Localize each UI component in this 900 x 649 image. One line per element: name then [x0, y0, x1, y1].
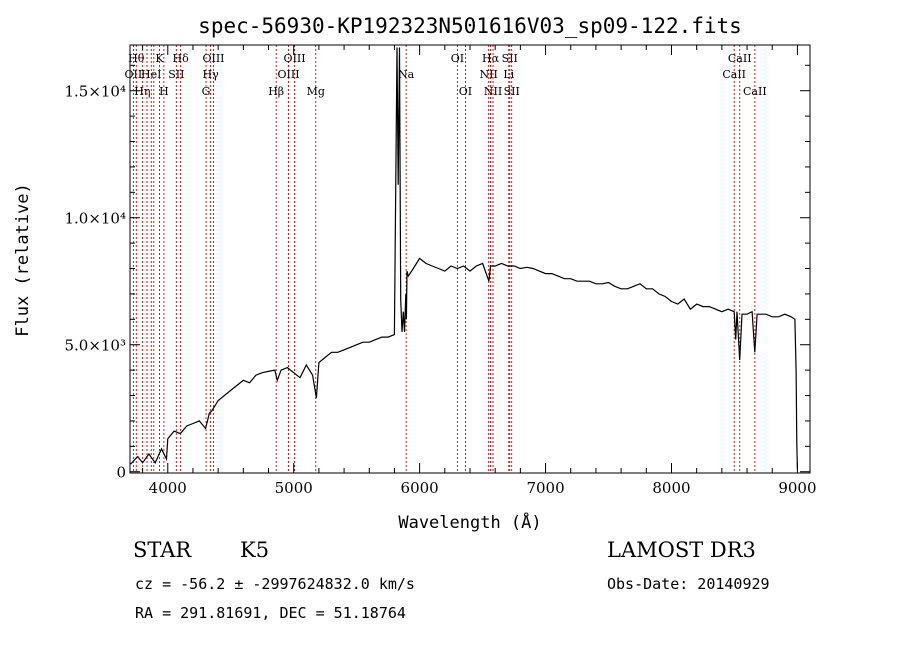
- y-axis-label: Flux (relative): [13, 183, 33, 337]
- line-marker-label-24: SII: [502, 52, 518, 65]
- x-axis-label: Wavelength (Å): [398, 511, 541, 533]
- x-tick-label-3: 7000: [526, 479, 564, 497]
- line-marker-label-21: Hα: [482, 52, 500, 65]
- object-class: STAR: [133, 538, 192, 562]
- line-marker-label-20: NII: [479, 68, 497, 81]
- line-markers: OII Hθ Hη HeI K H SII Hδ G Hγ OIII Hβ OIII OIII Mg Na OI…: [125, 45, 767, 473]
- x-tick-label-2: 6000: [401, 479, 439, 497]
- line-marker-label-10: G: [202, 85, 211, 98]
- line-marker-label-8: SII: [168, 68, 184, 81]
- line-marker-label-14: OIII: [278, 68, 300, 81]
- y-tick-label-2: 1.0×10⁴: [64, 210, 126, 228]
- survey-name: LAMOST DR3: [607, 538, 756, 562]
- line-marker-label-6: K: [155, 52, 164, 65]
- line-marker-label-13: Hβ: [268, 85, 284, 98]
- x-tick-label-5: 9000: [778, 479, 816, 497]
- line-marker-label-17: Na: [398, 68, 415, 81]
- line-marker-label-26: CaII: [722, 68, 746, 81]
- plot-frame: [129, 44, 811, 474]
- line-marker-label-4: HeI: [141, 68, 161, 81]
- line-marker-label-2: Hη: [134, 85, 150, 98]
- axis-ticks: 4000 5000 6000 7000 8000 9000 0 5.0×10³ 1.0×10⁴ 1…: [64, 45, 817, 497]
- line-marker-label-9: Hδ: [173, 52, 190, 65]
- coordinates: RA = 291.81691, DEC = 51.18764: [135, 604, 406, 622]
- redshift-cz: cz = -56.2 ± -2997624832.0 km/s: [135, 575, 415, 593]
- chart-title: spec-56930-KP192323N501616V03_sp09-122.f…: [198, 14, 742, 38]
- line-marker-label-12: OIII: [202, 52, 224, 65]
- line-marker-label-27: CaII: [728, 52, 752, 65]
- spectrum-series-line: [130, 47, 798, 470]
- x-tick-label-1: 5000: [275, 479, 313, 497]
- line-marker-label-23: Li: [503, 68, 514, 81]
- x-tick-label-0: 4000: [149, 479, 187, 497]
- y-tick-label-0: 0: [116, 464, 126, 482]
- y-tick-label-3: 1.5×10⁴: [64, 83, 126, 101]
- line-marker-label-19: OI: [459, 85, 472, 98]
- line-marker-label-18: OI: [451, 52, 464, 65]
- line-marker-label-22: NII: [484, 85, 502, 98]
- line-marker-label-11: Hγ: [203, 68, 220, 81]
- line-marker-label-7: H: [159, 85, 169, 98]
- line-marker-label-15: OIII: [284, 52, 306, 65]
- x-tick-label-4: 8000: [652, 479, 690, 497]
- line-marker-label-25: SII: [504, 85, 520, 98]
- line-marker-label-1: Hθ: [128, 52, 145, 65]
- line-marker-label-0: OII: [125, 68, 143, 81]
- line-marker-label-28: CaII: [743, 85, 767, 98]
- object-subclass: K5: [240, 538, 270, 562]
- observation-date: Obs-Date: 20140929: [607, 575, 770, 593]
- line-marker-label-16: Mg: [307, 85, 325, 98]
- y-tick-label-1: 5.0×10³: [64, 337, 126, 355]
